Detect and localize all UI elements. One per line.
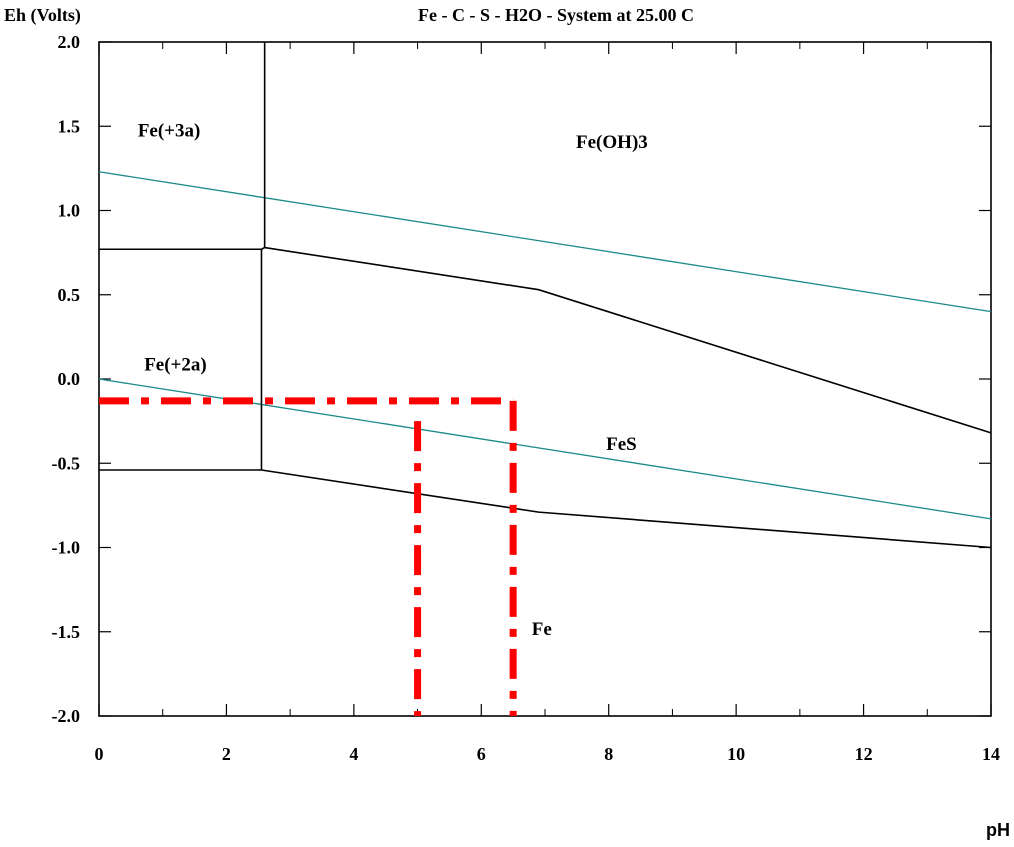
x-tick-label: 10 <box>727 744 745 764</box>
y-tick-label: 0.0 <box>58 369 81 389</box>
phase-boundaries <box>99 42 992 549</box>
region-label: Fe(+2a) <box>144 355 207 376</box>
phase-boundary <box>264 246 992 434</box>
x-axis-label: pH <box>986 820 1010 840</box>
phase-boundary <box>99 469 992 549</box>
x-tick-label: 12 <box>855 744 873 764</box>
y-tick-label: -2.0 <box>52 706 81 726</box>
x-tick-label: 14 <box>982 744 1000 764</box>
water-line <box>98 171 992 313</box>
y-tick-label: 0.5 <box>58 285 81 305</box>
x-tick-labels: 0 2 4 6 8 10 12 14 <box>95 744 1001 764</box>
y-tick-label: 1.0 <box>58 201 81 221</box>
chart-title: Fe - C - S - H2O - System at 25.00 C <box>418 5 694 25</box>
x-tick-label: 4 <box>349 744 358 764</box>
region-label: Fe <box>532 619 552 640</box>
x-tick-label: 0 <box>95 744 104 764</box>
reference-marker-lines <box>99 397 517 716</box>
region-label: Fe(+3a) <box>138 120 201 141</box>
phase-boundary <box>261 246 266 250</box>
y-tick-label: 1.5 <box>58 116 81 136</box>
y-axis-label: Eh (Volts) <box>4 5 81 26</box>
x-tick-label: 8 <box>604 744 613 764</box>
y-tick-labels: 2.0 1.5 1.0 0.5 0.0 -0.5 -1.0 -1.5 -2.0 <box>52 32 81 726</box>
region-label: Fe(OH)3 <box>576 132 648 153</box>
region-label: FeS <box>606 434 637 455</box>
y-tick-label: -0.5 <box>52 453 81 473</box>
plot-frame <box>98 41 992 717</box>
axis-ticks <box>98 41 992 717</box>
x-tick-label: 2 <box>222 744 231 764</box>
region-labels: Fe(+3a) Fe(OH)3 Fe(+2a) FeS Fe <box>138 120 648 640</box>
x-tick-label: 6 <box>477 744 486 764</box>
y-tick-label: -1.0 <box>52 538 81 558</box>
water-stability-lines <box>98 171 992 520</box>
y-tick-label: 2.0 <box>58 32 81 52</box>
y-tick-label: -1.5 <box>52 622 81 642</box>
